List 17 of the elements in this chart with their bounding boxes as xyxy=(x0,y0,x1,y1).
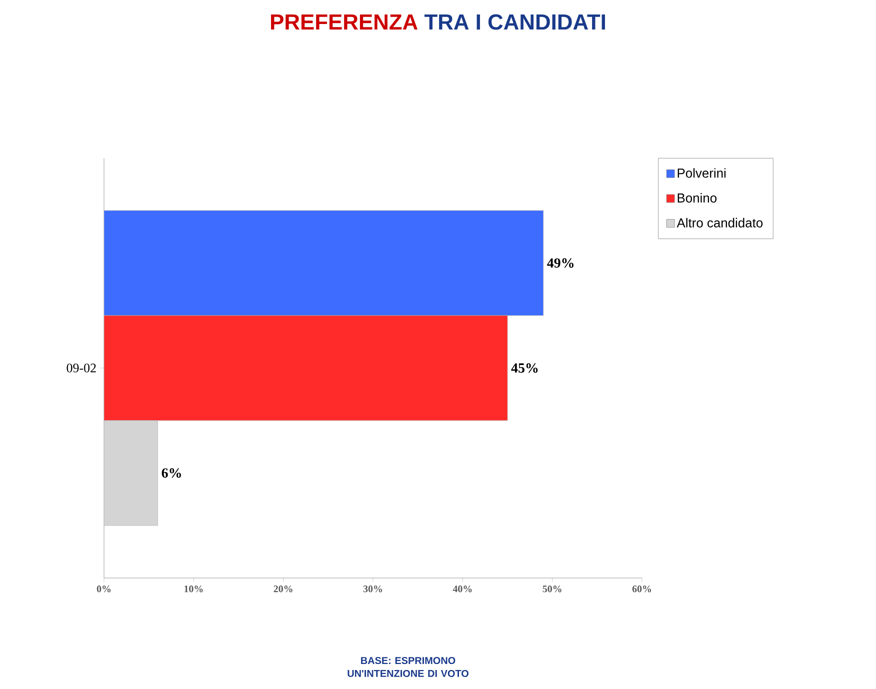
x-tick-label: 20% xyxy=(274,586,292,592)
legend-label: Bonino xyxy=(678,193,717,203)
y-tick-label: 09-02 xyxy=(66,364,96,372)
data-label: 49% xyxy=(547,258,574,268)
text: BASE: ESPRIMONO UN'INTENZIONE DI VOTO xyxy=(348,656,468,677)
x-tick-label: 40% xyxy=(452,586,472,592)
legend-label: Polverini xyxy=(678,168,726,178)
data-label: 6% xyxy=(162,468,181,478)
x-tick-label: 50% xyxy=(542,586,562,592)
chart-subtitle: TRA I CANDIDATI xyxy=(424,14,605,30)
x-tick-label: 0% xyxy=(96,586,111,592)
x-tick-label: 10% xyxy=(184,586,203,592)
legend-label: Altro candidato xyxy=(676,218,763,228)
data-label: 45% xyxy=(511,363,538,373)
x-tick-label: 30% xyxy=(363,586,382,592)
x-tick-label: 60% xyxy=(632,586,652,592)
chart-title: PREFERENZA xyxy=(271,14,418,30)
